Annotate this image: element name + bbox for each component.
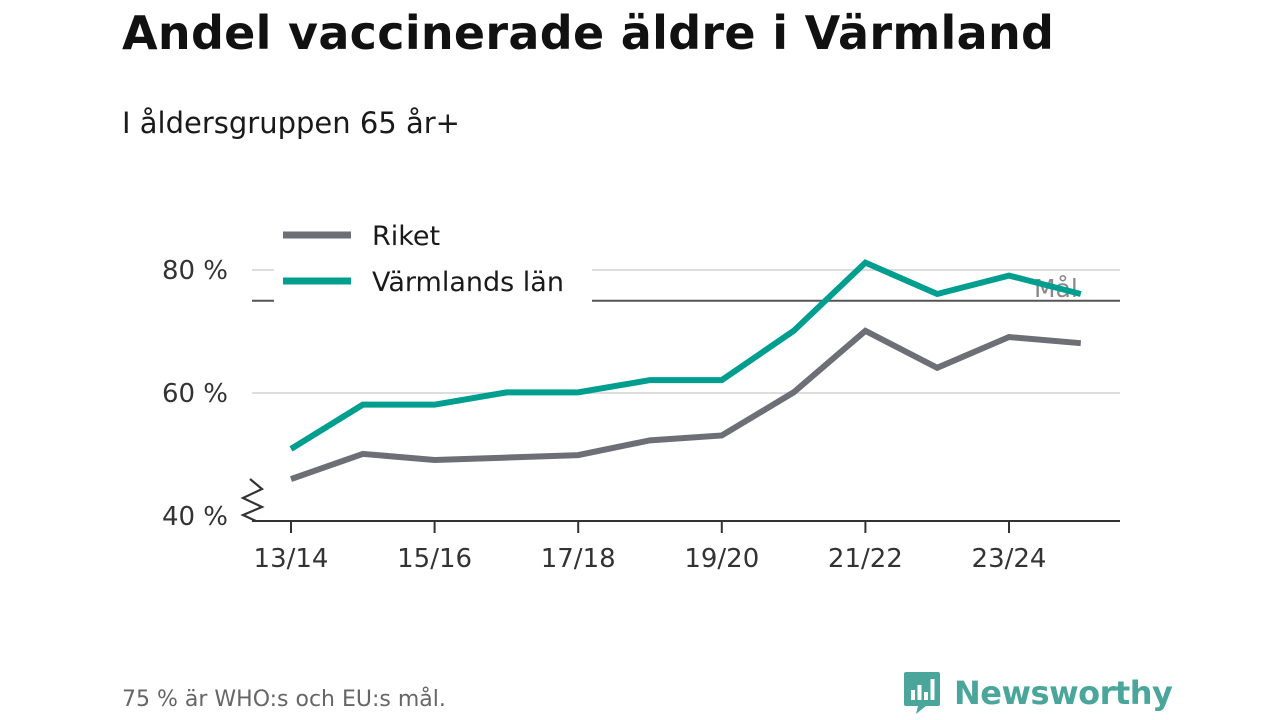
axes: 40 % 60 % 80 % 13/14 15/16 17/18 19/20 21/22 23/… (162, 256, 1120, 574)
legend-label-varmlands-lan: Värmlands län (372, 267, 564, 298)
y-tick-label-60: 60 % (162, 379, 228, 409)
series-lines (289, 259, 1082, 482)
y-tick-label-40: 40 % (162, 502, 228, 532)
x-tick-label-13/14: 13/14 (254, 544, 329, 574)
footnote: 75 % är WHO:s och EU:s mål. (122, 687, 446, 712)
x-tick-label-19/20: 19/20 (684, 544, 759, 574)
brand-logo: Newsworthy (902, 670, 1173, 716)
legend-label-riket: Riket (372, 221, 440, 252)
legend-background (274, 210, 592, 302)
x-tick-label-21/22: 21/22 (828, 544, 903, 574)
x-tick-label-17/18: 17/18 (541, 544, 616, 574)
y-tick-label-80: 80 % (162, 256, 228, 286)
x-tick-label-23/24: 23/24 (972, 544, 1047, 574)
axis-break-icon (240, 478, 265, 522)
brand-name: Newsworthy (954, 674, 1173, 712)
chart-subtitle: I åldersgruppen 65 år+ (122, 106, 460, 140)
chart-title: Andel vaccinerade äldre i Värmland (122, 6, 1055, 60)
legend: Riket Värmlands län (274, 210, 592, 302)
x-tick-label-15/16: 15/16 (397, 544, 472, 574)
series-line-riket (290, 327, 1082, 482)
series-line-varmlands-lan (289, 259, 1082, 452)
newsworthy-logo-icon (904, 672, 940, 714)
